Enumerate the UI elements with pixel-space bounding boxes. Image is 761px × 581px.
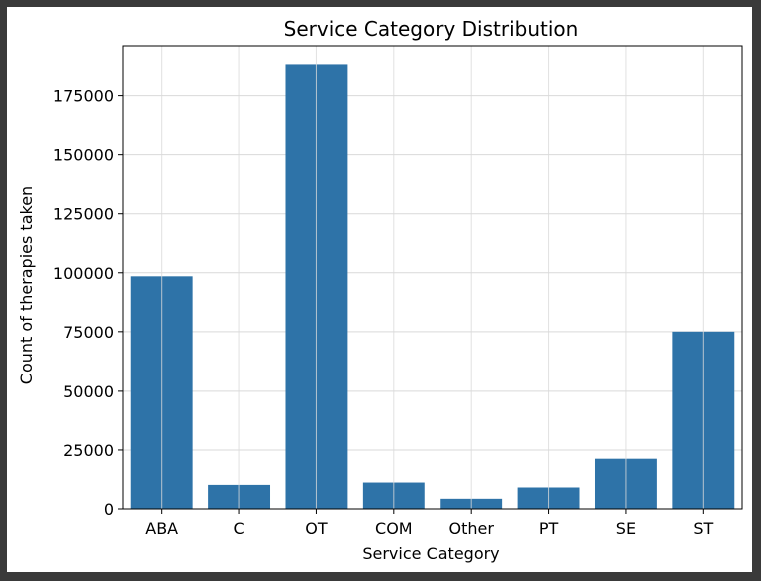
y-axis: 0 25000 50000 75000 100000 125000 150000 175000: [53, 87, 123, 519]
x-axis: ABA C OT COM Other PT SE ST: [145, 509, 714, 538]
grid-lines: [123, 95, 742, 510]
bars: [130, 46, 735, 509]
y-tick-label: 175000: [53, 87, 114, 106]
y-axis-title: Count of therapies taken: [17, 186, 36, 384]
chart-title: Service Category Distribution: [284, 17, 579, 41]
x-tick-label: Other: [448, 519, 494, 538]
bar-chart: 0 25000 50000 75000 100000 125000 150000 175000…: [17, 17, 743, 563]
x-tick-label: COM: [375, 519, 413, 538]
y-tick-label: 100000: [53, 264, 114, 283]
x-axis-title: Service Category: [362, 544, 499, 563]
x-tick-label: ST: [693, 519, 713, 538]
x-tick-label: PT: [539, 519, 559, 538]
y-tick-label: 25000: [63, 441, 114, 460]
y-tick-label: 125000: [53, 205, 114, 224]
x-tick-label: C: [233, 519, 244, 538]
y-tick-label: 0: [104, 500, 114, 519]
y-tick-label: 75000: [63, 323, 114, 342]
x-tick-label: SE: [616, 519, 636, 538]
chart-frame: 0 25000 50000 75000 100000 125000 150000 175000…: [7, 7, 752, 572]
x-tick-label: ABA: [145, 519, 178, 538]
plot-border: [122, 45, 743, 510]
y-tick-label: 150000: [53, 146, 114, 165]
x-tick-label: OT: [305, 519, 328, 538]
y-tick-label: 50000: [63, 382, 114, 401]
